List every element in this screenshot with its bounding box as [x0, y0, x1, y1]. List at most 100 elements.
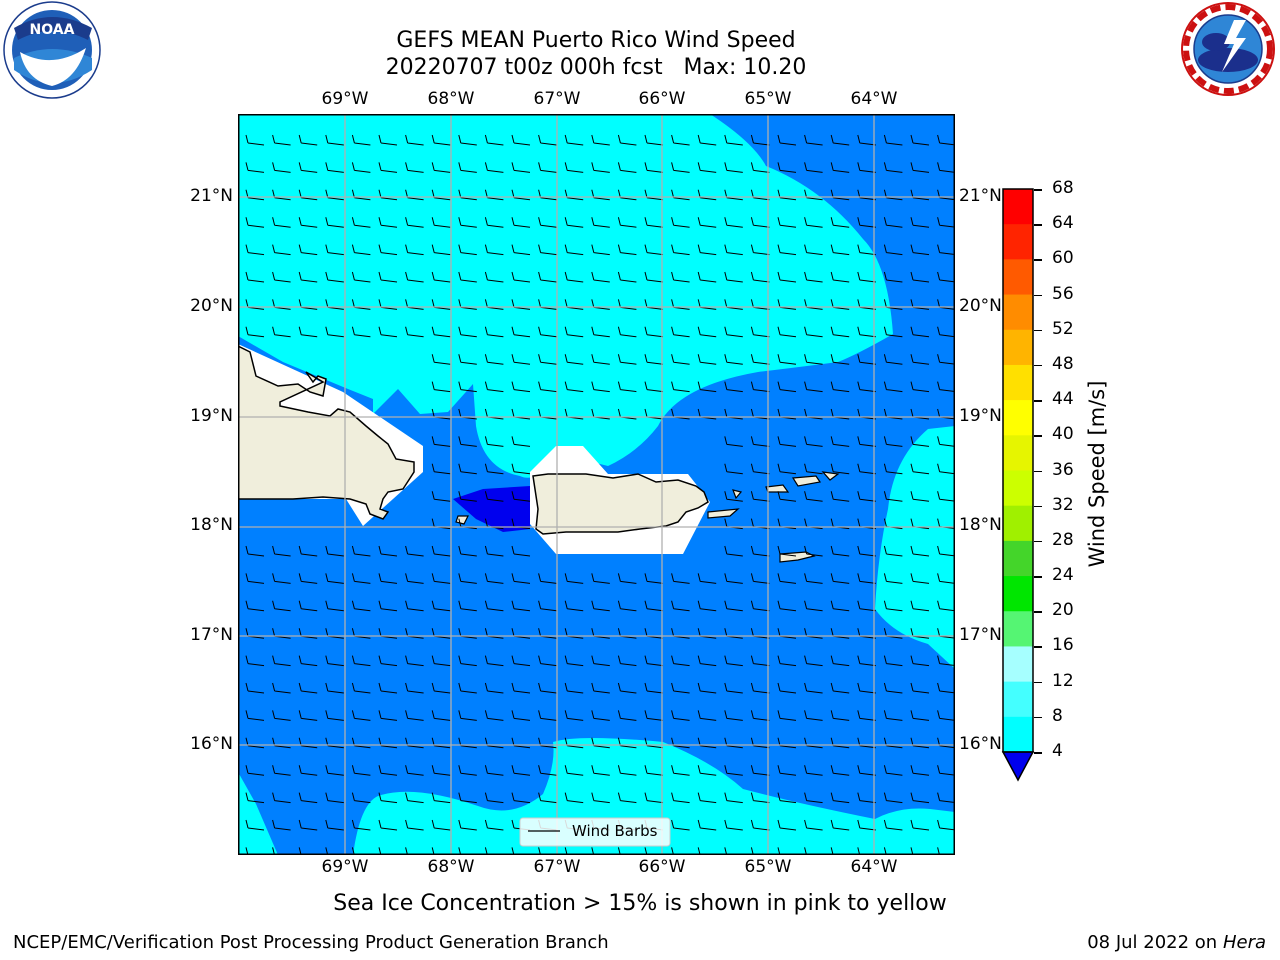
wind-barb [591, 573, 610, 584]
wind-barb [724, 655, 743, 667]
wind-barb [272, 217, 291, 228]
lat-tick-right: 19°N [959, 406, 1002, 426]
wind-barb [431, 326, 451, 338]
wind-barb [511, 436, 531, 447]
wind-barb [804, 600, 823, 612]
wind-barb [883, 545, 903, 557]
wind-barb [671, 819, 690, 831]
wind-barb [564, 655, 584, 667]
wind-barb [804, 765, 823, 776]
colorbar-tick-label: 32 [1052, 494, 1074, 515]
wind-barb [378, 545, 398, 557]
colorbar-tick-mark [1034, 611, 1042, 613]
colorbar-tick-label: 52 [1052, 318, 1074, 339]
colorbar-tick-mark [1034, 470, 1042, 472]
wind-barb [937, 463, 956, 475]
wind-barb [644, 682, 664, 694]
wind-barb [857, 682, 876, 694]
wind-field-8-12-east [875, 426, 955, 669]
wind-barb [458, 792, 477, 804]
colorbar-tick-mark [1034, 752, 1042, 754]
wind-barb [245, 299, 265, 310]
wind-barb [378, 710, 398, 721]
wind-barb [511, 710, 531, 721]
colorbar-segment [1003, 259, 1033, 296]
wind-barb [937, 600, 956, 612]
wind-barb [591, 682, 610, 694]
wind-barb [378, 244, 398, 256]
wind-barb [351, 765, 371, 776]
wind-barb [937, 436, 956, 447]
wind-barb [298, 573, 318, 584]
lon-tick-bottom: 68°W [427, 857, 475, 877]
wind-barb [378, 819, 398, 831]
wind-barb [272, 271, 291, 283]
wind-barb [857, 381, 876, 393]
wind-barb [697, 819, 717, 831]
wind-barb [405, 162, 424, 173]
wind-barb [644, 765, 664, 776]
wind-barb [245, 545, 265, 557]
wind-barb [910, 436, 930, 447]
wind-barb [697, 682, 717, 694]
wind-barb [431, 271, 451, 283]
wind-barb [883, 217, 903, 228]
title-line-2: 20220707 t00z 000h fcst Max: 10.20 [385, 55, 807, 80]
wind-barb [777, 326, 797, 338]
wind-barb [750, 491, 770, 502]
wind-barb [830, 134, 850, 146]
colorbar-tick-mark [1034, 681, 1042, 684]
wind-barb [750, 217, 770, 228]
colorbar-tick-mark [1034, 716, 1042, 719]
wind-barb [458, 134, 477, 146]
wind-barb [724, 463, 743, 475]
colorbar-tick-mark [1034, 435, 1042, 437]
wind-barb [644, 299, 664, 310]
wind-barb [351, 600, 371, 612]
wind-barb [750, 573, 770, 584]
colorbar-segment [1003, 576, 1033, 612]
wind-barb [830, 765, 850, 776]
wind-barb [325, 710, 344, 721]
wind-barb [830, 545, 850, 557]
wind-barb [458, 271, 477, 283]
wind-barb [564, 600, 584, 612]
wind-barb [351, 792, 371, 804]
wind-barb [804, 299, 823, 310]
wind-barb [910, 792, 930, 804]
wind-barb [325, 819, 344, 831]
wind-barb [591, 765, 610, 776]
wind-barb [804, 134, 823, 146]
colorbar-tick-label: 40 [1052, 424, 1074, 445]
wind-barb [458, 819, 477, 831]
wind-barb [804, 217, 823, 228]
wind-barb [272, 682, 291, 694]
wind-barb [511, 491, 531, 502]
wind-barb [804, 271, 823, 283]
wind-barb [511, 792, 531, 804]
wind-barb [511, 134, 531, 146]
colorbar-tick-mark [1034, 646, 1042, 648]
wind-barb [378, 271, 398, 283]
wind-barb [272, 573, 291, 584]
lat-tick-right: 16°N [959, 734, 1002, 754]
wind-barb [777, 271, 797, 283]
wind-barb [910, 271, 930, 283]
wind-barb [538, 710, 557, 721]
colorbar-segment [1003, 189, 1033, 225]
colorbar-tick-label: 56 [1052, 283, 1074, 304]
wind-barb [538, 326, 557, 338]
wind-barb [697, 271, 717, 283]
title-line-1: GEFS MEAN Puerto Rico Wind Speed [396, 28, 796, 53]
wind-barb [910, 299, 930, 310]
wind-barb [937, 162, 956, 173]
colorbar-tick-mark [1034, 224, 1042, 226]
wind-barb [724, 162, 743, 173]
wind-barb [591, 655, 610, 667]
colorbar-tick-mark [1034, 294, 1042, 297]
wind-barb [351, 217, 371, 228]
wind-barb [910, 710, 930, 721]
wind-barb [325, 545, 344, 557]
wind-barb [272, 792, 291, 804]
wind-barb [511, 381, 531, 393]
